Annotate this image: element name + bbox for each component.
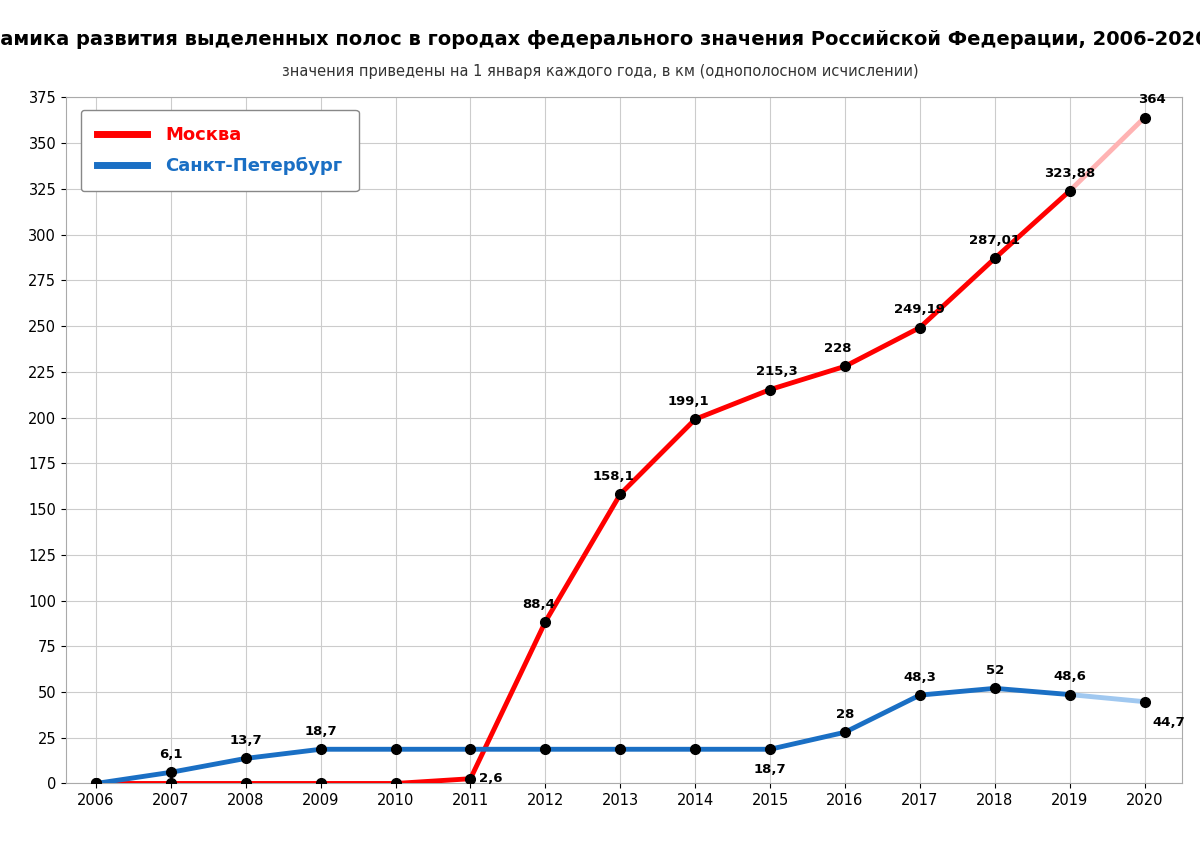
Text: значения приведены на 1 января каждого года, в км (однополосном исчислении): значения приведены на 1 января каждого г… [282, 64, 918, 79]
Text: 215,3: 215,3 [756, 365, 798, 379]
Text: 18,7: 18,7 [305, 725, 337, 738]
Legend: Москва, Санкт-Петербург: Москва, Санкт-Петербург [80, 110, 359, 191]
Text: Динамика развития выделенных полос в городах федерального значения Российской Фе: Динамика развития выделенных полос в гор… [0, 30, 1200, 48]
Text: 48,6: 48,6 [1054, 671, 1086, 684]
Text: 18,7: 18,7 [754, 763, 786, 776]
Text: 249,19: 249,19 [894, 303, 946, 317]
Text: 52: 52 [985, 664, 1004, 678]
Text: 364: 364 [1138, 93, 1165, 107]
Text: 158,1: 158,1 [593, 470, 634, 483]
Text: 28: 28 [835, 708, 854, 721]
Text: 88,4: 88,4 [522, 598, 554, 611]
Text: 287,01: 287,01 [970, 235, 1020, 247]
Text: 48,3: 48,3 [904, 671, 936, 684]
Text: 44,7: 44,7 [1153, 716, 1186, 728]
Text: 323,88: 323,88 [1044, 167, 1096, 180]
Text: 6,1: 6,1 [160, 748, 182, 761]
Text: 13,7: 13,7 [229, 734, 262, 747]
Text: 199,1: 199,1 [667, 395, 709, 408]
Text: 228: 228 [824, 342, 852, 355]
Text: 2,6: 2,6 [479, 772, 503, 785]
